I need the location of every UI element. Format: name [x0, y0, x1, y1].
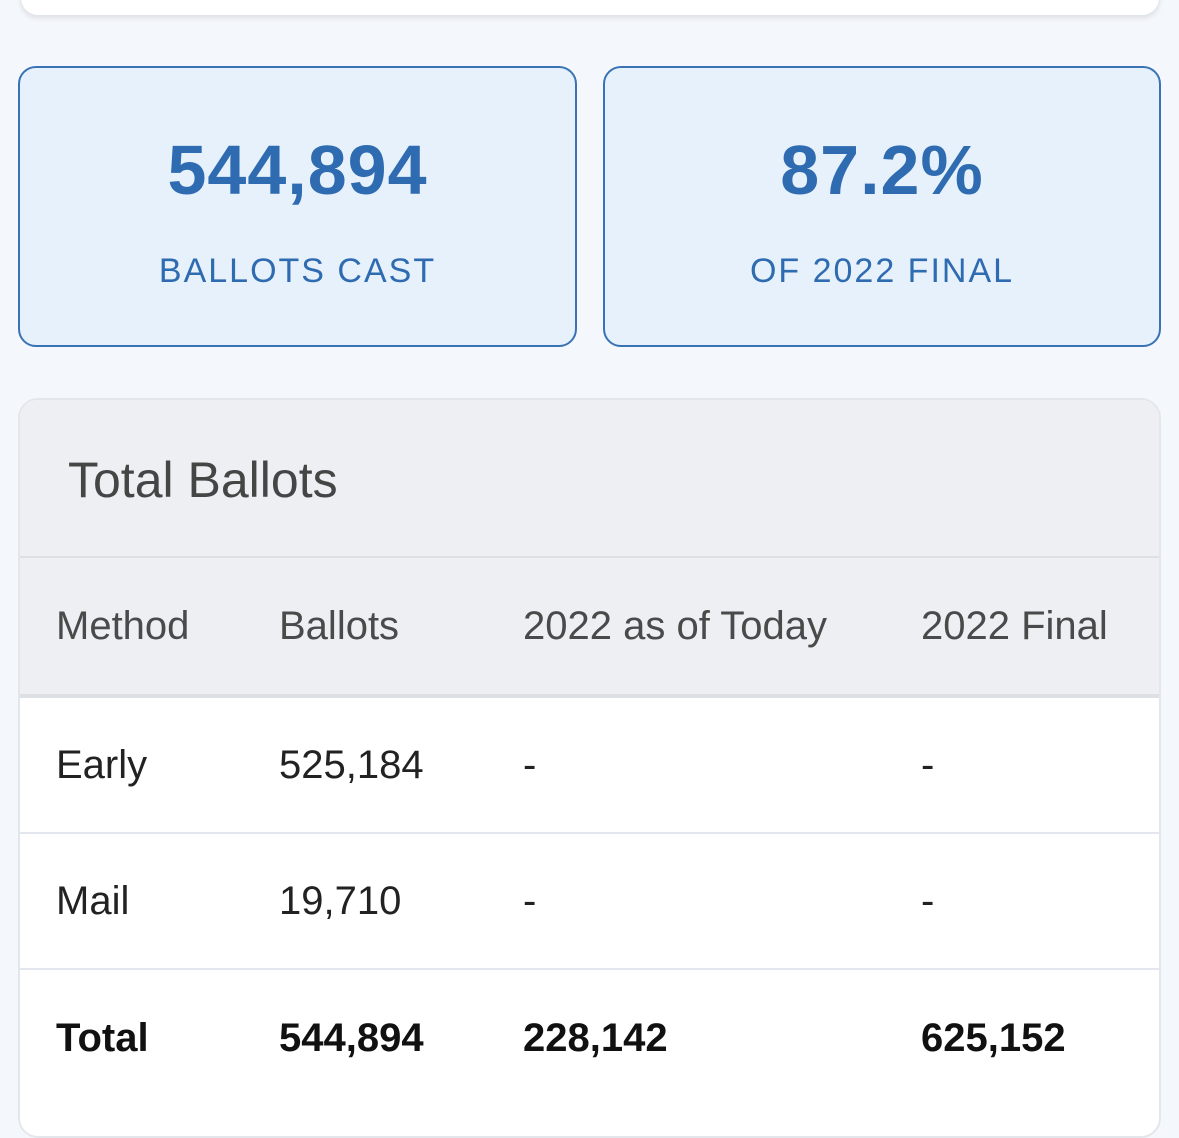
as-of-today-cell: -	[523, 743, 537, 787]
ballots-cast-value: 544,894	[167, 131, 428, 209]
column-header-method: Method	[56, 604, 190, 648]
total-label-cell: Total	[56, 1016, 149, 1060]
table-row-total: Total 544,894 228,142 625,152	[20, 970, 1159, 1130]
table-row-mail: Mail 19,710 - -	[20, 834, 1159, 970]
percent-of-2022-final-card: 87.2% OF 2022 FINAL	[603, 66, 1161, 347]
as-of-today-cell: -	[523, 879, 537, 923]
column-header-row: Method Ballots 2022 as of Today 2022 Fin…	[20, 558, 1159, 698]
percent-of-2022-final-label: OF 2022 FINAL	[749, 252, 1015, 290]
ballots-cell: 525,184	[279, 743, 424, 787]
method-cell: Mail	[56, 879, 130, 923]
method-cell: Early	[56, 743, 148, 787]
column-header-2022-final: 2022 Final	[921, 604, 1108, 648]
ballots-cast-card: 544,894 BALLOTS CAST	[18, 66, 577, 347]
column-header-2022-as-of-today: 2022 as of Today	[523, 604, 827, 648]
table-row-early: Early 525,184 - -	[20, 698, 1159, 834]
ballots-cell: 19,710	[279, 879, 402, 923]
final-cell: -	[921, 743, 935, 787]
column-header-ballots: Ballots	[279, 604, 400, 648]
previous-card	[20, 0, 1160, 16]
total-as-of-today-cell: 228,142	[523, 1016, 668, 1060]
table-title: Total Ballots	[68, 452, 338, 508]
final-cell: -	[921, 879, 935, 923]
ballots-cast-label: BALLOTS CAST	[158, 252, 437, 290]
total-ballots-card: Total Ballots Method Ballots 2022 as of …	[18, 398, 1161, 1138]
table-header: Total Ballots	[20, 400, 1159, 558]
percent-of-2022-final-value: 87.2%	[780, 131, 984, 209]
total-ballots-cell: 544,894	[279, 1016, 424, 1060]
total-final-cell: 625,152	[921, 1016, 1066, 1060]
